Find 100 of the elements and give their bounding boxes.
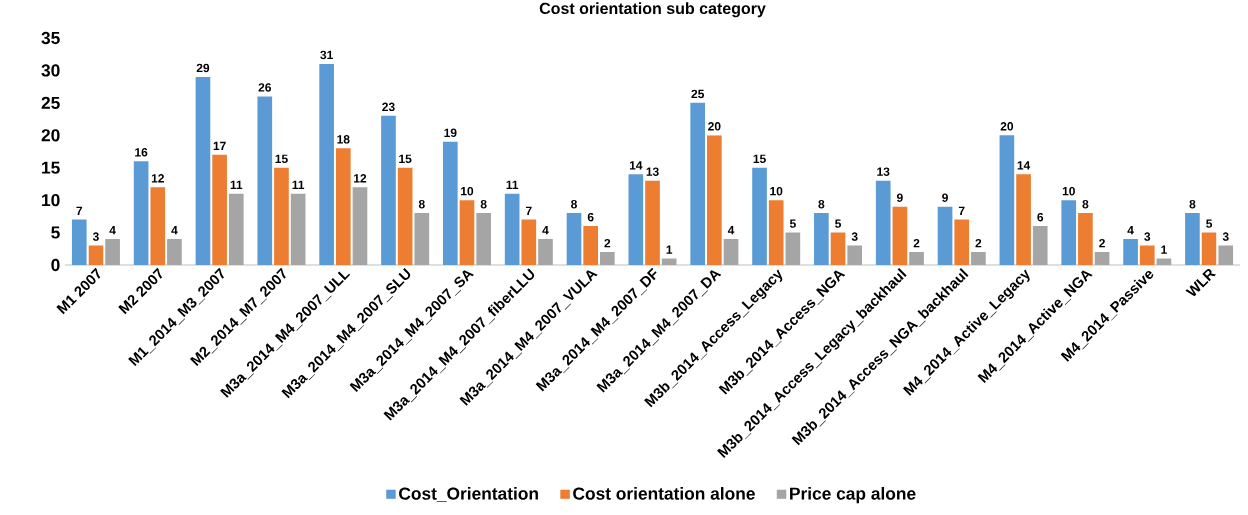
y-tick-label: 35	[41, 31, 60, 45]
legend-label: Price cap alone	[790, 486, 916, 504]
bar	[1078, 213, 1093, 265]
legend-label: Cost_Orientation	[399, 486, 538, 502]
bar	[150, 187, 166, 265]
bar	[1061, 200, 1077, 265]
data-label: 17	[213, 141, 226, 151]
data-label: 9	[942, 193, 948, 202]
data-label: 4	[109, 226, 116, 235]
data-label: 3	[1144, 232, 1151, 241]
y-tick-label: 15	[42, 161, 60, 174]
bar	[397, 167, 413, 265]
data-label: 12	[354, 174, 367, 183]
data-label: 31	[320, 50, 333, 60]
data-label: 2	[604, 238, 611, 248]
data-label: 10	[1062, 186, 1075, 196]
data-label: 25	[691, 89, 705, 99]
data-label: 8	[1082, 199, 1089, 209]
data-label: 6	[1037, 212, 1044, 222]
data-label: 20	[708, 122, 721, 131]
data-label: 1	[1161, 245, 1167, 254]
bar	[476, 213, 491, 265]
bar	[133, 161, 149, 265]
data-label: 14	[1017, 161, 1031, 170]
bar	[814, 213, 829, 265]
data-label: 14	[629, 161, 643, 170]
data-label: 2	[975, 238, 982, 248]
bar	[847, 245, 863, 265]
bar	[1185, 213, 1200, 265]
bar	[937, 206, 953, 265]
data-label: 7	[526, 206, 532, 215]
bar	[1218, 245, 1234, 265]
bar	[290, 193, 306, 265]
data-label: 18	[337, 135, 350, 144]
data-label: 10	[770, 186, 783, 196]
bar	[212, 154, 227, 265]
bar	[167, 239, 182, 265]
bar	[645, 180, 660, 265]
data-label: 5	[1206, 219, 1213, 228]
bar	[785, 232, 801, 265]
bar	[274, 167, 289, 265]
data-label: 2	[1099, 238, 1105, 248]
bar	[723, 239, 739, 265]
bar	[195, 76, 211, 265]
data-label: 26	[258, 83, 272, 92]
y-tick-label: 30	[41, 64, 60, 77]
bar	[1032, 226, 1048, 265]
bar	[257, 96, 273, 265]
bar	[690, 102, 706, 265]
bar	[600, 252, 615, 265]
bar	[830, 232, 846, 265]
data-label: 4	[727, 226, 735, 235]
bar	[521, 219, 537, 265]
bar	[707, 135, 722, 265]
bar	[1201, 232, 1217, 265]
bar	[999, 135, 1015, 265]
data-label: 12	[151, 174, 164, 183]
data-label: 19	[444, 128, 457, 138]
data-label: 15	[275, 154, 288, 164]
bar	[1016, 174, 1031, 265]
bar	[105, 239, 120, 265]
data-label: 15	[753, 154, 766, 164]
bar	[892, 206, 908, 265]
y-tick-label: 0	[51, 258, 60, 272]
data-label: 7	[958, 206, 965, 215]
bar	[88, 245, 104, 265]
data-label: 8	[418, 199, 425, 209]
bar	[954, 219, 970, 265]
data-label: 5	[835, 219, 842, 228]
data-label: 11	[292, 180, 305, 189]
bar	[228, 193, 244, 265]
data-label: 11	[506, 180, 519, 189]
data-label: 4	[542, 226, 549, 235]
data-label: 3	[1222, 232, 1229, 241]
data-label: 8	[480, 199, 487, 209]
y-tick-label: 20	[41, 129, 60, 142]
data-label: 16	[135, 148, 148, 157]
data-label: 8	[571, 199, 577, 209]
data-label: 3	[851, 232, 858, 241]
legend-label: Cost orientation alone	[573, 486, 755, 500]
bar	[414, 213, 430, 265]
bar	[752, 167, 767, 265]
y-tick-label: 10	[42, 194, 60, 207]
data-label: 6	[587, 212, 594, 222]
data-label: 4	[171, 226, 178, 235]
bar	[71, 219, 87, 265]
data-label: 23	[382, 102, 395, 112]
data-label: 2	[913, 238, 920, 248]
data-label: 29	[196, 63, 210, 73]
data-label: 7	[76, 206, 83, 215]
bar	[566, 213, 582, 265]
bar	[1094, 252, 1110, 265]
data-label: 5	[789, 219, 796, 228]
data-label: 10	[461, 186, 474, 196]
data-label: 15	[399, 154, 412, 164]
bar	[875, 180, 891, 265]
bar	[1123, 239, 1138, 265]
data-label: 13	[646, 167, 659, 176]
data-label: 4	[1127, 226, 1134, 235]
bar	[909, 252, 924, 265]
